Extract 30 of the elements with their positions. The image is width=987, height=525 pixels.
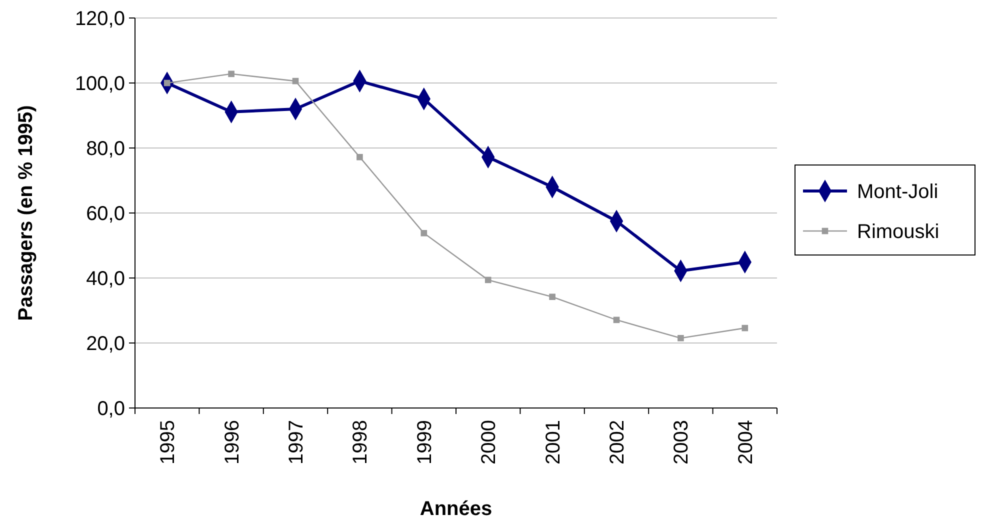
legend-label: Rimouski xyxy=(857,221,940,243)
x-tick-label: 2003 xyxy=(670,420,693,464)
y-tick-label: 60,0 xyxy=(86,203,125,225)
y-tick-label: 100,0 xyxy=(74,73,125,95)
x-tick-label: 2004 xyxy=(734,420,757,464)
x-tick-label: 2001 xyxy=(542,420,564,464)
y-tick-label: 80,0 xyxy=(86,138,125,160)
y-tick-label: 40,0 xyxy=(86,268,125,290)
x-tick-label: 1999 xyxy=(414,420,436,464)
point xyxy=(613,316,620,324)
x-tick-label: 2002 xyxy=(606,420,628,464)
point xyxy=(420,230,428,236)
legend-label: Mont-Joli xyxy=(857,181,938,203)
y-tick-label: 20,0 xyxy=(86,333,125,355)
y-tick-label: 0,0 xyxy=(97,398,125,420)
x-tick-label: 1998 xyxy=(350,420,372,464)
point xyxy=(742,324,748,332)
x-tick-label: 1995 xyxy=(157,420,180,464)
x-tick-label: 2000 xyxy=(478,420,500,464)
point xyxy=(356,154,363,160)
point xyxy=(678,334,684,342)
point xyxy=(549,294,556,300)
x-tick-label: 1997 xyxy=(286,420,308,464)
point xyxy=(228,70,234,78)
x-axis-title: Années xyxy=(420,498,492,520)
y-axis-title: Passagers (en % 1995) xyxy=(15,105,37,321)
point xyxy=(484,276,492,284)
y-tick-label: 120,0 xyxy=(74,8,125,30)
x-tick-label: 1996 xyxy=(221,420,244,464)
point xyxy=(292,78,299,84)
